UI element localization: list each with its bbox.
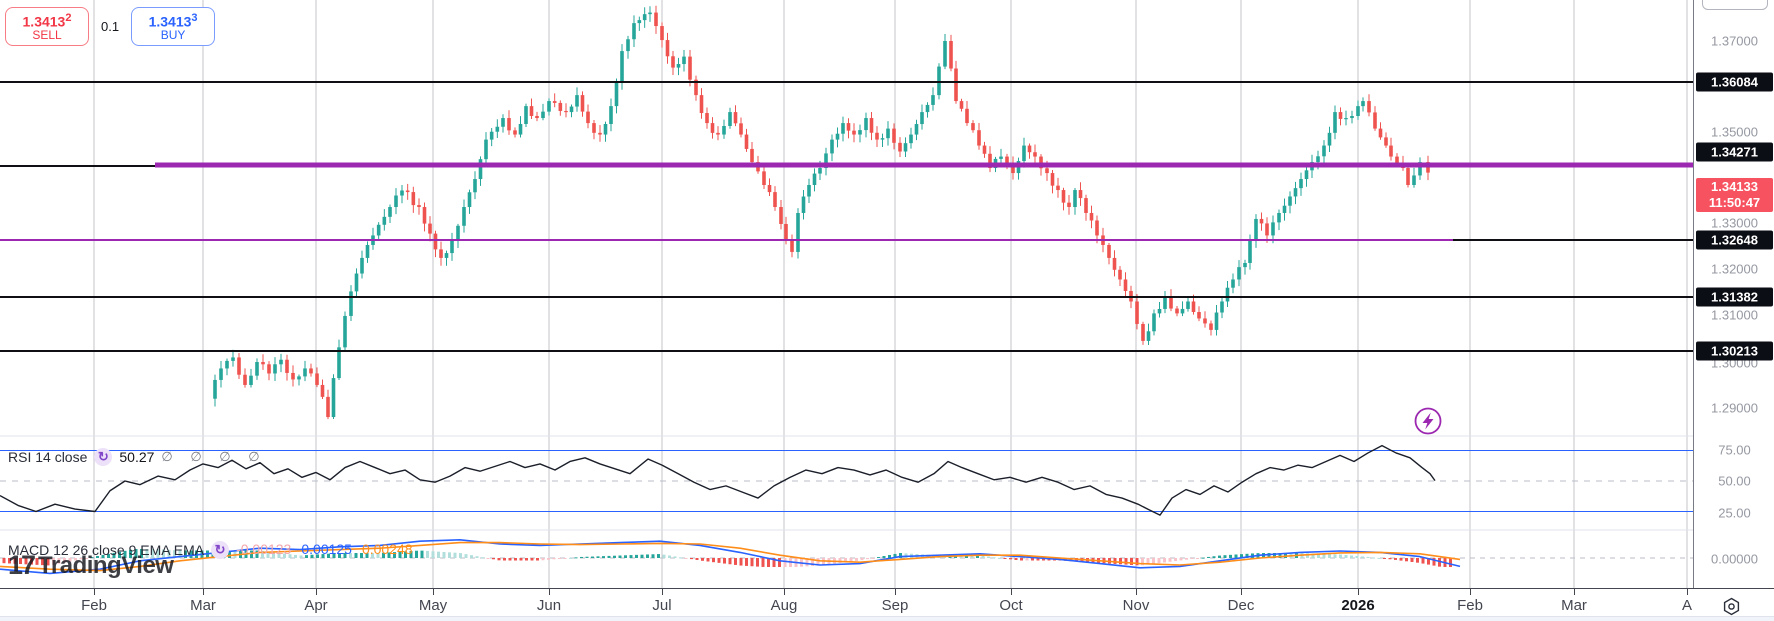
macd-zero-label: 0.00000 (1711, 551, 1758, 567)
rsi-legend: RSI 14 close ↻ 50.27 ∅ ∅ ∅ ∅ (8, 448, 267, 466)
time-tick (895, 589, 896, 595)
time-tick-label: A (1681, 597, 1693, 614)
price-level-badge: 1.30213 (1696, 341, 1773, 361)
sell-button[interactable]: 1.34132 SELL (5, 7, 89, 46)
price-level-badge: 1.34271 (1696, 142, 1773, 162)
time-tick (316, 589, 317, 595)
axis-settings-icon[interactable] (1722, 597, 1741, 616)
macd-value-1: 0.00125 (301, 541, 352, 557)
sell-price: 1.34132 (22, 11, 72, 30)
buy-label: BUY (160, 28, 186, 43)
rsi-value: 50.27 (119, 449, 155, 465)
time-tick (1011, 589, 1012, 595)
time-tick-label: Mar (190, 597, 216, 614)
rsi-hidden-values: ∅ ∅ ∅ ∅ (161, 449, 267, 464)
time-tick-label: Feb (81, 597, 107, 614)
time-tick (1687, 589, 1688, 595)
time-tick (1574, 589, 1575, 595)
time-tick (94, 589, 95, 595)
price-axis-chip (1702, 0, 1768, 10)
time-tick-label: Apr (304, 597, 328, 614)
tradingview-logo-text: TradingView (38, 551, 174, 579)
refresh-icon[interactable]: ↻ (94, 448, 113, 466)
lightning-button[interactable] (1414, 407, 1442, 435)
time-tick (549, 589, 550, 595)
time-tick (1136, 589, 1137, 595)
time-tick (1358, 589, 1359, 595)
lightning-icon (1422, 412, 1434, 430)
rsi-tick-label: 50.00 (1718, 473, 1751, 489)
tradingview-logo: 17 TradingView (8, 550, 174, 581)
refresh-icon[interactable]: ↻ (211, 541, 230, 559)
macd-values: -0.00123 0.00125 0.00248 (236, 541, 423, 559)
rsi-tick-label: 75.00 (1718, 442, 1751, 458)
macd-value-2: 0.00248 (361, 541, 413, 557)
time-axis[interactable]: Feb Mar Apr May Jun Jul Aug Sep Oct Nov Dec 2026 Feb… (0, 588, 1774, 617)
bottom-strip (0, 616, 1774, 621)
time-tick (662, 589, 663, 595)
macd-legend: MACD 12 26 close 9 EMA EMA ↻ -0.00123 0.0… (8, 541, 423, 559)
price-level-badge: 1.36084 (1696, 72, 1773, 92)
time-tick-label: May (418, 597, 448, 614)
macd-value-0: -0.00123 (236, 541, 292, 557)
time-tick (1470, 589, 1471, 595)
price-axis[interactable]: 1.37000 1.35000 1.33000 1.32000 1.31000 1.300… (1693, 0, 1774, 616)
time-tick-label: Oct (999, 597, 1023, 614)
time-tick-label: Dec (1227, 597, 1255, 614)
price-tick-label: 1.31000 (1711, 307, 1758, 323)
time-tick-label: Nov (1122, 597, 1150, 614)
last-price-badge: 1.34133 11:50:47 (1696, 178, 1773, 212)
time-tick-label: Aug (770, 597, 798, 614)
price-tick-label: 1.32000 (1711, 261, 1758, 277)
buy-price: 1.34133 (148, 11, 198, 30)
price-tick-label: 1.35000 (1711, 124, 1758, 140)
time-tick-label: Jun (536, 597, 562, 614)
price-tick-label: 1.33000 (1711, 215, 1758, 231)
time-tick-label: Sep (881, 597, 909, 614)
sell-label: SELL (32, 28, 62, 43)
rsi-label: RSI 14 close (8, 449, 88, 465)
time-tick (784, 589, 785, 595)
time-tick-label: 2026 (1341, 597, 1375, 614)
time-tick-label: Jul (652, 597, 672, 614)
price-level-badge: 1.32648 (1696, 230, 1773, 250)
order-panel: 1.34132 SELL 0.1 1.34133 BUY (5, 7, 216, 46)
rsi-tick-label: 25.00 (1718, 505, 1751, 521)
macd-label: MACD 12 26 close 9 EMA EMA (8, 542, 205, 558)
time-tick (433, 589, 434, 595)
time-tick-label: Feb (1457, 597, 1483, 614)
tradingview-logo-icon: 17 (8, 550, 36, 580)
buy-button[interactable]: 1.34133 BUY (131, 7, 216, 46)
time-tick (1241, 589, 1242, 595)
quantity-field[interactable]: 0.1 (98, 18, 123, 35)
time-tick (203, 589, 204, 595)
price-level-badge: 1.31382 (1696, 287, 1773, 307)
price-tick-label: 1.29000 (1711, 400, 1758, 416)
price-tick-label: 1.37000 (1711, 33, 1758, 49)
time-tick-label: Mar (1561, 597, 1587, 614)
